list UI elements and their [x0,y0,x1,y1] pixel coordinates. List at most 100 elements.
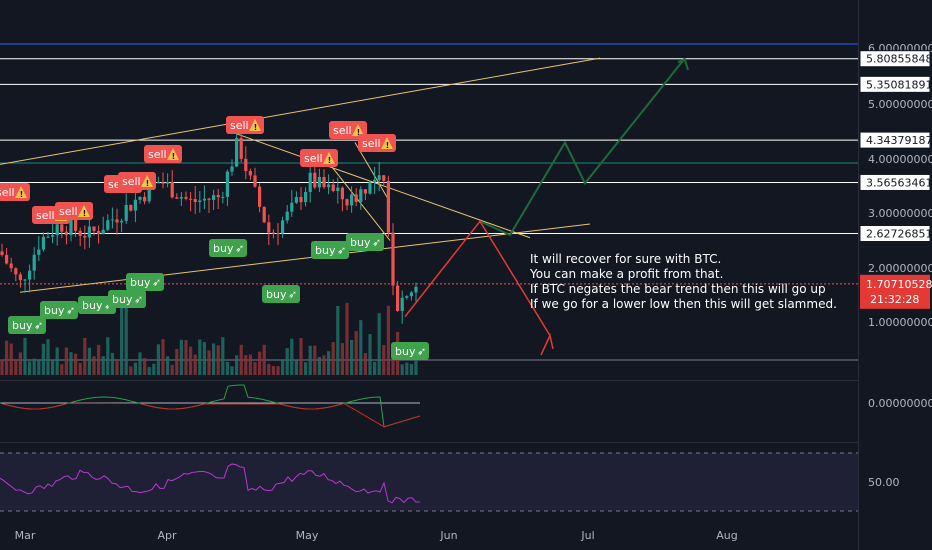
volume-bar [14,359,18,375]
volume-bar [184,340,188,375]
bullish-arrowhead [677,58,689,71]
volume-bar [189,346,193,375]
level-price-label: 5.80855848 [866,53,932,66]
volume-bar [336,305,340,375]
volume-bar [198,339,202,375]
bearish-arrowhead [540,333,554,356]
rocket-icon: ➶ [134,293,143,306]
rocket-icon: ➶ [34,319,43,332]
sell-label: sell [362,137,381,150]
volume-bar [225,361,229,375]
warning-icon [167,148,179,160]
volume-bar [391,353,395,375]
candle-body [133,199,137,211]
rocket-icon: ➶ [66,304,75,317]
candle-body [23,279,27,281]
volume-bar [129,366,133,375]
buy-signal: buy➶ [8,316,46,334]
volume-bar [175,348,179,375]
volume-bar [156,344,160,375]
trend-line [354,142,391,203]
volume-bar [409,363,413,375]
oscillator-panel [0,381,858,441]
level-price-box [859,173,931,191]
buy-label: buy [44,304,65,317]
candle-body [299,196,303,203]
buy-badge [126,273,164,291]
sell-label: sell [304,152,323,165]
candle-body [322,176,326,188]
buy-badge [40,301,78,319]
signal-labels: sell!sell!sell!sell!sell!sell!sell!sell!… [0,116,429,360]
level-price-box [859,75,931,93]
buy-badge [262,285,300,303]
candle-body [175,197,179,199]
candle-body [18,274,22,281]
buy-signal: buy➶ [262,285,300,303]
volume-bar [124,302,128,375]
candle-body [161,182,165,184]
candle-body [405,296,409,298]
warning-icon [323,152,335,164]
candle-body [78,230,82,236]
candles [0,128,418,324]
candle-body [179,197,183,199]
warning-icon-mark: ! [20,190,24,199]
note-line-1: It will recover for sure with BTC. [530,252,721,266]
rsi-indicator [0,452,858,512]
buy-signal: buy➶ [40,301,78,319]
buy-badge [346,233,384,251]
sell-label: sell [333,124,352,137]
candle-body [327,184,331,188]
buy-badge [391,342,429,360]
level-price-label: 4.34379187 [866,134,932,147]
volume-bar [78,363,82,375]
volume-bar [290,338,294,375]
volume-bar [354,331,358,375]
countdown-label: 21:32:28 [870,293,919,306]
volume-bar [350,339,354,375]
volume-bar [41,343,45,375]
volume-bar [92,356,96,375]
candle-body [271,232,275,234]
volume-bar [221,337,225,375]
bearish-projection-path [404,219,551,336]
sell-signal: sell! [55,202,93,220]
current-price-box [860,274,930,309]
volume-bar [363,353,367,375]
volume-bar [161,339,165,375]
level-price-box [859,50,931,68]
trend-line [0,57,601,165]
buy-label: buy [82,299,103,312]
candle-body [9,263,13,269]
buy-label: buy [130,276,151,289]
candle-body [207,198,211,200]
volume-bar [294,360,298,375]
volume-bar [138,352,142,375]
candle-body [368,182,372,194]
candle-body [41,236,45,250]
candle-body [115,219,119,223]
volume-bar [202,342,206,375]
rocket-icon: ➶ [152,276,161,289]
candle-body [101,229,105,235]
volume-bar [87,347,91,375]
candle-body [166,181,170,184]
buy-label: buy [112,293,133,306]
candle-body [391,232,395,286]
level-price-label: 2.62726851 [866,228,932,241]
bullish-projection-path [479,57,686,237]
level-price-label: 5.35081891 [866,78,932,91]
candle-body [124,204,128,221]
volume-bar [60,364,64,375]
candle-body [64,231,68,236]
candle-body [221,196,225,198]
candle-body [363,189,367,194]
buy-signal: buy➶ [126,273,164,291]
sell-label: sell [148,148,167,161]
buy-label: buy [213,242,234,255]
candle-body [37,249,41,255]
horizontal-levels [0,58,858,285]
volume-bar [46,339,50,375]
